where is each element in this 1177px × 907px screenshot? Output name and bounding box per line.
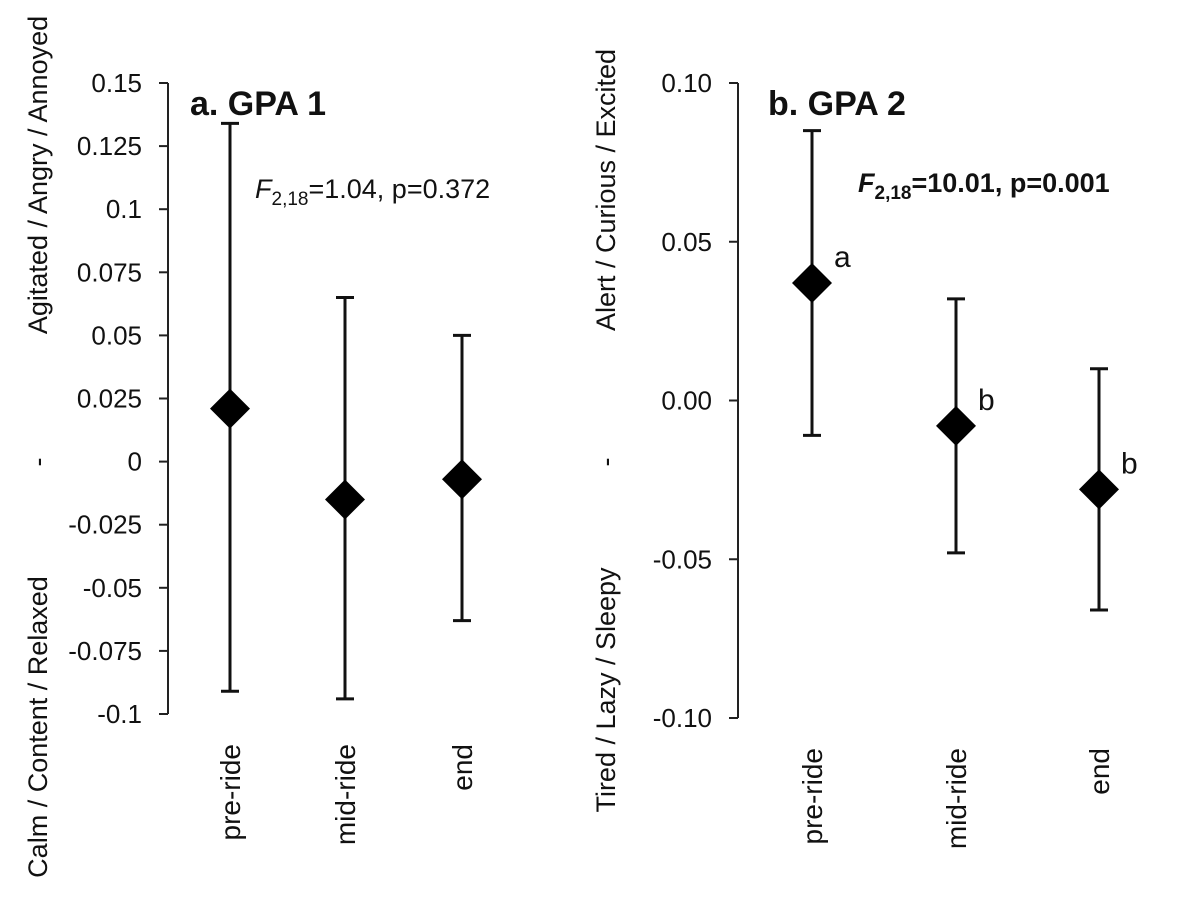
stat-f: F bbox=[255, 174, 273, 204]
y-axis-title-bottom: Calm / Content / Relaxed bbox=[23, 576, 53, 878]
chart-title: a. GPA 1 bbox=[190, 85, 326, 123]
chart-title: b. GPA 2 bbox=[768, 85, 906, 123]
y-tick-label: 0.075 bbox=[77, 257, 142, 287]
x-category-label: end bbox=[1084, 748, 1115, 795]
stat-annotation: F2,18=10.01, p=0.001 bbox=[858, 168, 1110, 204]
y-tick-label: -0.10 bbox=[653, 703, 712, 733]
y-tick-label: -0.1 bbox=[97, 699, 142, 729]
y-axis-title-dash: - bbox=[23, 458, 53, 467]
significance-letter: b bbox=[1121, 447, 1138, 480]
y-tick-label: 0.05 bbox=[661, 227, 712, 257]
data-point-diamond bbox=[442, 459, 482, 500]
panel-a: Agitated / Angry / Annoyed - Calm / Cont… bbox=[23, 16, 490, 878]
y-tick-label: 0 bbox=[128, 447, 142, 477]
y-tick-label: 0.10 bbox=[661, 68, 712, 98]
data-point-diamond bbox=[210, 388, 250, 429]
significance-letter: b bbox=[978, 384, 995, 417]
x-category-label: pre-ride bbox=[797, 748, 828, 844]
y-tick-label: 0.025 bbox=[77, 384, 142, 414]
y-axis-title-top: Agitated / Angry / Annoyed bbox=[23, 16, 53, 334]
y-tick-label: -0.05 bbox=[653, 544, 712, 574]
y-axis-title-bottom: Tired / Lazy / Sleepy bbox=[591, 567, 621, 813]
stat-values: =1.04, p=0.372 bbox=[308, 174, 490, 204]
stat-annotation: F2,18=1.04, p=0.372 bbox=[255, 174, 490, 210]
panel-b: Alert / Curious / Excited - Tired / Lazy… bbox=[591, 49, 1138, 849]
y-tick-label: -0.05 bbox=[83, 573, 142, 603]
x-category-label: pre-ride bbox=[215, 744, 246, 840]
y-tick-label: -0.025 bbox=[68, 510, 142, 540]
stat-f: F bbox=[858, 168, 876, 198]
data-point-diamond bbox=[936, 405, 976, 446]
y-tick-label: 0.05 bbox=[91, 320, 142, 350]
y-axis-title-dash: - bbox=[591, 458, 621, 467]
x-category-label: end bbox=[447, 744, 478, 791]
y-tick-label: 0.15 bbox=[91, 68, 142, 98]
data-point-diamond bbox=[325, 479, 365, 520]
data-point-diamond bbox=[1079, 469, 1119, 510]
y-tick-label: 0.125 bbox=[77, 131, 142, 161]
stat-values: =10.01, p=0.001 bbox=[911, 168, 1109, 198]
stat-df: 2,18 bbox=[272, 189, 309, 210]
y-tick-label: 0.00 bbox=[661, 386, 712, 416]
data-point-diamond bbox=[792, 263, 832, 304]
x-category-label: mid-ride bbox=[941, 748, 972, 849]
stat-df: 2,18 bbox=[875, 183, 912, 204]
y-axis-title-top: Alert / Curious / Excited bbox=[591, 49, 621, 331]
y-axis-title: Agitated / Angry / Annoyed - Calm / Cont… bbox=[23, 16, 53, 878]
x-category-label: mid-ride bbox=[330, 744, 361, 845]
significance-letter: a bbox=[834, 241, 851, 274]
y-tick-label: -0.075 bbox=[68, 636, 142, 666]
y-tick-label: 0.1 bbox=[106, 194, 142, 224]
y-axis-title: Alert / Curious / Excited - Tired / Lazy… bbox=[591, 49, 621, 813]
